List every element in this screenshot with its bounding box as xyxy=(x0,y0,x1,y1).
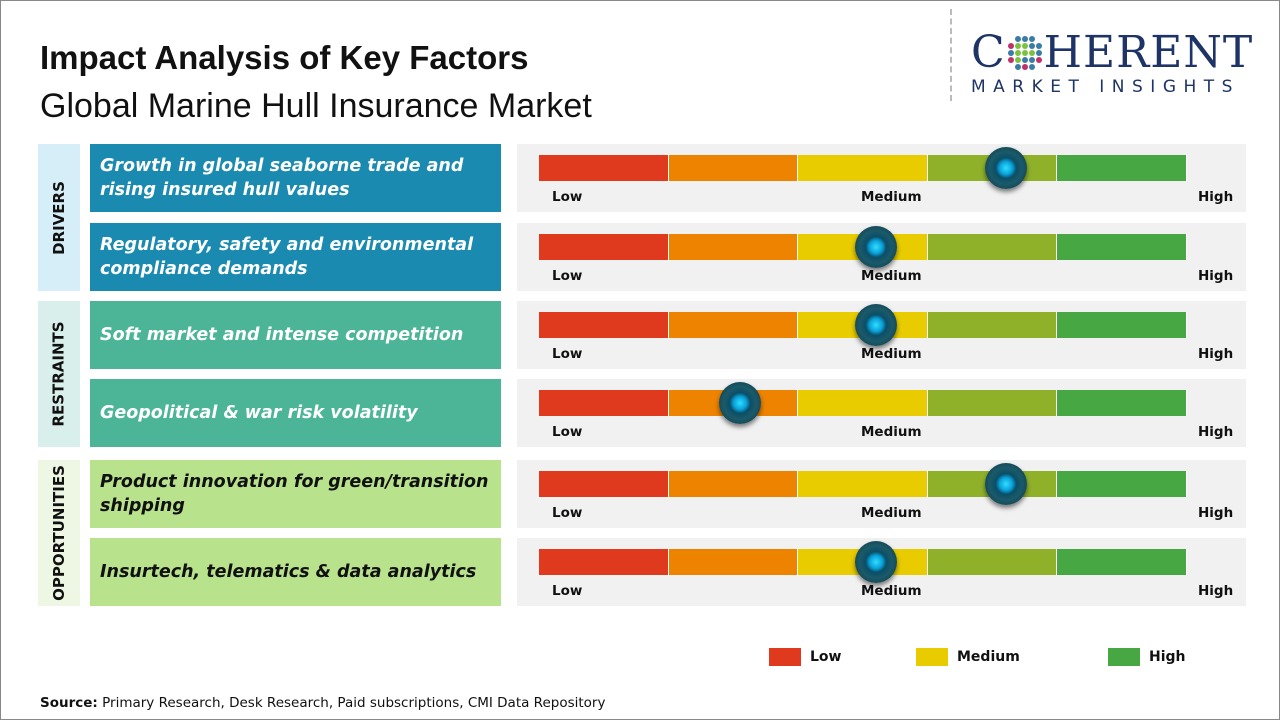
gauge-segment xyxy=(668,312,799,338)
company-logo: C HERENT MARKET INSIGHTS xyxy=(971,31,1261,98)
source-text: Primary Research, Desk Research, Paid su… xyxy=(97,695,606,711)
scale-label-low: Low xyxy=(552,583,583,599)
scale-label-high: High xyxy=(1198,424,1234,440)
gauge-segment xyxy=(1057,234,1187,260)
gauge-segment xyxy=(539,471,669,497)
gauge-segment xyxy=(539,312,669,338)
gauge-bar xyxy=(539,155,1187,181)
gauge-segment xyxy=(798,390,928,416)
impact-marker xyxy=(854,304,897,346)
gauge-bar xyxy=(539,390,1187,416)
gauge-bar xyxy=(539,234,1187,260)
category-label-drivers: DRIVERS xyxy=(38,144,80,291)
impact-marker xyxy=(854,541,897,583)
scale-label-low: Low xyxy=(552,189,583,205)
category-label-restraints: RESTRAINTS xyxy=(38,301,80,447)
factor-label: Geopolitical & war risk volatility xyxy=(90,379,501,447)
gauge-segment xyxy=(539,549,669,575)
impact-marker xyxy=(984,147,1027,189)
gauge-segment xyxy=(539,390,669,416)
scale-label-high: High xyxy=(1198,346,1234,362)
divider xyxy=(950,9,952,101)
scale-label-low: Low xyxy=(552,505,583,521)
factor-label: Soft market and intense competition xyxy=(90,301,501,369)
gauge-segment xyxy=(1057,312,1187,338)
gauge-segment xyxy=(927,312,1058,338)
source-label: Source: xyxy=(40,695,98,711)
category-text: OPPORTUNITIES xyxy=(50,465,68,601)
impact-marker xyxy=(854,226,897,268)
page-title: Impact Analysis of Key Factors xyxy=(40,39,529,76)
logo-tagline: MARKET INSIGHTS xyxy=(971,77,1240,97)
factor-label: Product innovation for green/transition … xyxy=(90,460,501,528)
gauge-segment xyxy=(1057,155,1187,181)
scale-label-medium: Medium xyxy=(861,268,922,284)
scale-label-high: High xyxy=(1198,583,1234,599)
scale-label-medium: Medium xyxy=(861,189,922,205)
impact-gauge: Low Medium High xyxy=(517,538,1246,606)
gauge-segment xyxy=(798,155,928,181)
impact-marker xyxy=(984,463,1027,505)
legend-label: Low xyxy=(810,649,842,665)
scale-label-low: Low xyxy=(552,346,583,362)
page-subtitle: Global Marine Hull Insurance Market xyxy=(40,87,592,125)
scale-label-high: High xyxy=(1198,505,1234,521)
gauge-segment xyxy=(1057,390,1187,416)
category-label-opportunities: OPPORTUNITIES xyxy=(38,460,80,606)
scale-label-low: Low xyxy=(552,424,583,440)
scale-label-medium: Medium xyxy=(861,505,922,521)
gauge-bar xyxy=(539,549,1187,575)
factor-label: Growth in global seaborne trade and risi… xyxy=(90,144,501,212)
impact-gauge: Low Medium High xyxy=(517,460,1246,528)
scale-label-medium: Medium xyxy=(861,583,922,599)
gauge-bar xyxy=(539,471,1187,497)
scale-label-high: High xyxy=(1198,189,1234,205)
gauge-segment xyxy=(668,155,799,181)
gauge-segment xyxy=(1057,549,1187,575)
gauge-segment xyxy=(539,234,669,260)
gauge-segment xyxy=(927,234,1058,260)
category-text: RESTRAINTS xyxy=(50,321,69,427)
source-note: Source: Primary Research, Desk Research,… xyxy=(40,695,605,711)
legend-item-low: Low xyxy=(769,648,841,666)
globe-icon xyxy=(1007,36,1042,70)
impact-gauge: Low Medium High xyxy=(517,379,1246,447)
impact-gauge: Low Medium High xyxy=(517,144,1246,212)
factor-label: Regulatory, safety and environmental com… xyxy=(90,223,501,291)
legend-item-medium: Medium xyxy=(916,648,1020,666)
gauge-segment xyxy=(668,549,799,575)
gauge-segment xyxy=(668,471,799,497)
category-text: DRIVERS xyxy=(50,180,69,255)
impact-gauge: Low Medium High xyxy=(517,301,1246,369)
scale-label-medium: Medium xyxy=(861,346,922,362)
legend-swatch xyxy=(916,648,948,666)
gauge-segment xyxy=(1057,471,1187,497)
scale-label-high: High xyxy=(1198,268,1234,284)
gauge-segment xyxy=(927,549,1058,575)
impact-gauge: Low Medium High xyxy=(517,223,1246,291)
legend-label: High xyxy=(1149,649,1186,665)
scale-label-low: Low xyxy=(552,268,583,284)
legend-swatch xyxy=(769,648,801,666)
scale-label-medium: Medium xyxy=(861,424,922,440)
factor-label: Insurtech, telematics & data analytics xyxy=(90,538,501,606)
legend-label: Medium xyxy=(957,649,1020,665)
gauge-segment xyxy=(798,471,928,497)
legend-swatch xyxy=(1108,648,1140,666)
gauge-bar xyxy=(539,312,1187,338)
impact-marker xyxy=(718,382,761,424)
gauge-segment xyxy=(927,390,1058,416)
legend-item-high: High xyxy=(1108,648,1186,666)
gauge-segment xyxy=(668,234,799,260)
gauge-segment xyxy=(539,155,669,181)
